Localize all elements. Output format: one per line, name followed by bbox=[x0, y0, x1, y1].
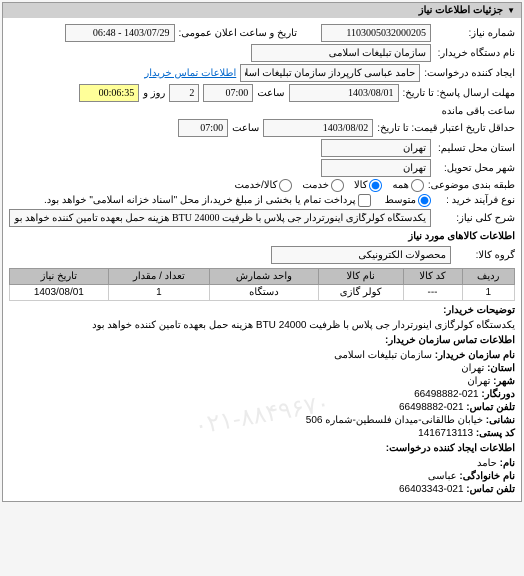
remain-day-label: روز و bbox=[143, 88, 165, 99]
row-buyer-notes: توضیحات خریدار: یکدستگاه کولرگازی اینورت… bbox=[9, 305, 515, 331]
purchase-type-label: نوع فرآیند خرید : bbox=[435, 195, 515, 206]
row-request-no: شماره نیاز: تاریخ و ساعت اعلان عمومی: bbox=[9, 24, 515, 42]
row-creator: ایجاد کننده درخواست: اطلاعات تماس خریدار bbox=[9, 64, 515, 82]
creator-section-title: اطلاعات ایجاد کننده درخواست: bbox=[9, 443, 515, 454]
info-fax: دورنگار: 021-66498882 bbox=[9, 389, 515, 400]
radio-mid[interactable]: متوسط bbox=[385, 194, 431, 207]
info-family: نام خانوادگی: عباسی bbox=[9, 471, 515, 482]
radio-all-input[interactable] bbox=[411, 179, 424, 192]
remain-day-input bbox=[169, 84, 199, 102]
category-radio-group: همه کالا خدمت کالا/خدمت bbox=[234, 179, 423, 192]
td-row: 1 bbox=[462, 285, 514, 301]
delivery-city2-input bbox=[321, 159, 431, 177]
row-subject: شرح کلی نیاز: bbox=[9, 209, 515, 227]
contact-section-title: اطلاعات تماس سازمان خریدار: bbox=[9, 335, 515, 346]
goods-section-title: اطلاعات کالاهای مورد نیاز bbox=[9, 231, 515, 242]
buyer-notes-label: توضیحات خریدار: bbox=[435, 305, 515, 316]
row-org: نام دستگاه خریدار: bbox=[9, 44, 515, 62]
goods-table: ردیف کد کالا نام کالا واحد شمارش تعداد /… bbox=[9, 268, 515, 301]
radio-goods[interactable]: کالا bbox=[354, 179, 383, 192]
remain-label: ساعت باقی مانده bbox=[442, 106, 515, 117]
delivery-city-label: استان محل تسلیم: bbox=[435, 143, 515, 154]
time-label-2: ساعت bbox=[232, 123, 259, 134]
info-postal: کد پستی: 1416713113 bbox=[9, 428, 515, 439]
row-delivery-city: شهر محل تحویل: bbox=[9, 159, 515, 177]
checkbox-treasury[interactable]: پرداخت تمام یا بخشی از مبلغ خرید،از محل … bbox=[44, 194, 371, 207]
validity-date-input bbox=[263, 119, 373, 137]
info-city: شهر: تهران bbox=[9, 376, 515, 387]
contact-section: اطلاعات تماس سازمان خریدار: نام سازمان خ… bbox=[9, 335, 515, 495]
td-unit: دستگاه bbox=[210, 285, 319, 301]
row-purchase-type: نوع فرآیند خرید : متوسط پرداخت تمام یا ب… bbox=[9, 194, 515, 207]
info-org: نام سازمان خریدار: سازمان تبلیغات اسلامی bbox=[9, 350, 515, 361]
request-no-input bbox=[321, 24, 431, 42]
td-code: --- bbox=[403, 285, 462, 301]
info-address: نشانی: خیابان طالقانی-میدان فلسطین-شماره… bbox=[9, 415, 515, 426]
table-row: 1 --- کولر گازی دستگاه 1 1403/08/01 bbox=[10, 285, 515, 301]
radio-goods-service-input[interactable] bbox=[279, 179, 292, 192]
row-goods-group: گروه کالا: bbox=[9, 246, 515, 264]
radio-service[interactable]: خدمت bbox=[302, 179, 344, 192]
td-name: کولر گازی bbox=[318, 285, 403, 301]
org-label: نام دستگاه خریدار: bbox=[435, 48, 515, 59]
panel-title: جزئیات اطلاعات نیاز bbox=[419, 5, 503, 16]
group-input bbox=[271, 246, 451, 264]
table-header-row: ردیف کد کالا نام کالا واحد شمارش تعداد /… bbox=[10, 269, 515, 285]
th-unit: واحد شمارش bbox=[210, 269, 319, 285]
announce-label: تاریخ و ساعت اعلان عمومی: bbox=[179, 28, 298, 39]
panel-header[interactable]: جزئیات اطلاعات نیاز bbox=[3, 3, 521, 18]
validity-label: حداقل تاریخ اعتبار قیمت: تا تاریخ: bbox=[377, 123, 515, 134]
validity-time-input bbox=[178, 119, 228, 137]
info-phone: تلفن تماس: 021-66498882 bbox=[9, 402, 515, 413]
category-label: طبقه بندی موضوعی: bbox=[428, 180, 515, 191]
creator-label: ایجاد کننده درخواست: bbox=[424, 68, 515, 79]
radio-goods-service[interactable]: کالا/خدمت bbox=[234, 179, 292, 192]
info-creator-phone: تلفن تماس: 021-66403343 bbox=[9, 484, 515, 495]
radio-service-input[interactable] bbox=[331, 179, 344, 192]
info-name: نام: حامد bbox=[9, 458, 515, 469]
request-no-label: شماره نیاز: bbox=[435, 28, 515, 39]
info-province: استان: تهران bbox=[9, 363, 515, 374]
details-panel: جزئیات اطلاعات نیاز شماره نیاز: تاریخ و … bbox=[2, 2, 522, 502]
group-label: گروه کالا: bbox=[455, 250, 515, 261]
buyer-notes: یکدستگاه کولرگازی اینورتردار جی پلاس با … bbox=[92, 320, 515, 331]
th-row: ردیف bbox=[462, 269, 514, 285]
announce-input bbox=[65, 24, 175, 42]
remain-time-input bbox=[79, 84, 139, 102]
row-delivery-province: استان محل تسلیم: bbox=[9, 139, 515, 157]
panel-body: شماره نیاز: تاریخ و ساعت اعلان عمومی: نا… bbox=[3, 18, 521, 501]
td-qty: 1 bbox=[108, 285, 209, 301]
radio-mid-input[interactable] bbox=[418, 194, 431, 207]
row-validity: حداقل تاریخ اعتبار قیمت: تا تاریخ: ساعت bbox=[9, 119, 515, 137]
org-input bbox=[251, 44, 431, 62]
radio-all[interactable]: همه bbox=[392, 179, 423, 192]
deadline-time-input bbox=[203, 84, 253, 102]
subject-input bbox=[9, 209, 431, 227]
th-name: نام کالا bbox=[318, 269, 403, 285]
th-qty: تعداد / مقدار bbox=[108, 269, 209, 285]
deadline-date-input bbox=[289, 84, 399, 102]
time-label-1: ساعت bbox=[257, 88, 284, 99]
delivery-city-input bbox=[321, 139, 431, 157]
subject-label: شرح کلی نیاز: bbox=[435, 213, 515, 224]
deadline-label: مهلت ارسال پاسخ: تا تاریخ: bbox=[403, 88, 515, 99]
row-category: طبقه بندی موضوعی: همه کالا خدمت کالا/خدم… bbox=[9, 179, 515, 192]
row-deadline: مهلت ارسال پاسخ: تا تاریخ: ساعت روز و سا… bbox=[9, 84, 515, 117]
checkbox-treasury-input[interactable] bbox=[358, 194, 371, 207]
th-date: تاریخ نیاز bbox=[10, 269, 109, 285]
creator-input bbox=[240, 64, 420, 82]
td-date: 1403/08/01 bbox=[10, 285, 109, 301]
contact-link[interactable]: اطلاعات تماس خریدار bbox=[144, 68, 236, 79]
radio-goods-input[interactable] bbox=[369, 179, 382, 192]
th-code: کد کالا bbox=[403, 269, 462, 285]
delivery-city2-label: شهر محل تحویل: bbox=[435, 163, 515, 174]
